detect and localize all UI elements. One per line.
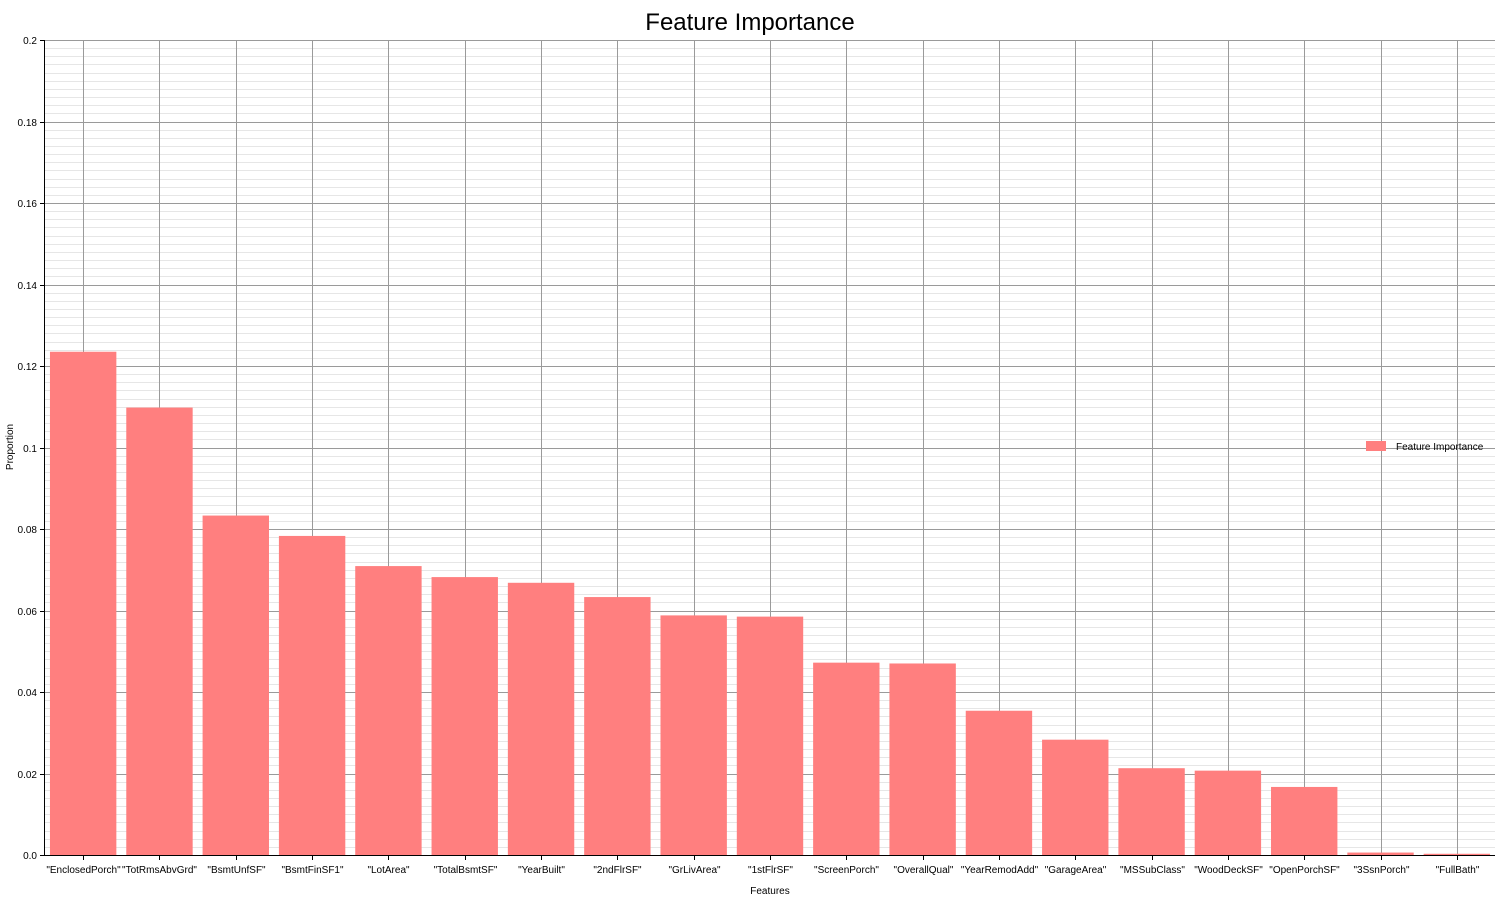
legend-swatch (1366, 441, 1386, 451)
bar (507, 582, 575, 855)
bar (1118, 768, 1185, 855)
bar (889, 663, 956, 855)
x-tick-label: "TotRmsAbvGrd" (122, 865, 197, 876)
y-tick-label: 0.12 (18, 362, 38, 373)
bar (965, 710, 1033, 855)
y-tick-label: 0.16 (18, 199, 38, 210)
y-ticks: 0.0 0.02 0.04 0.06 0.08 0.1 0.12 0.14 0.16 0.18 0.… (18, 36, 45, 862)
x-tick-label: "GrLivArea" (668, 865, 721, 876)
bar (355, 566, 422, 855)
x-axis-label: Features (750, 886, 789, 897)
bar (660, 615, 727, 855)
x-tick-label: "TotalBsmtSF" (434, 865, 498, 876)
x-tick-label: "OverallQual" (894, 865, 954, 876)
chart-title: Feature Importance (645, 9, 854, 36)
bar (1423, 853, 1491, 855)
bar (813, 662, 880, 855)
bars (49, 351, 1491, 855)
y-tick-label: 0.06 (18, 607, 38, 618)
y-axis-label: Proportion (5, 424, 16, 470)
x-tick-label: "YearBuilt" (518, 865, 565, 876)
legend: Feature Importance (1366, 441, 1484, 453)
y-tick-label: 0.14 (18, 281, 38, 292)
x-tick-label: "1stFlrSF" (748, 865, 793, 876)
bar (431, 577, 498, 855)
bar (202, 515, 269, 855)
x-tick-label: "MSSubClass" (1120, 865, 1185, 876)
bar (49, 351, 117, 855)
y-tick-label: 0.02 (18, 770, 38, 781)
bar (584, 597, 651, 855)
bar (278, 535, 346, 855)
bar (126, 407, 193, 855)
y-tick-label: 0.2 (23, 36, 37, 47)
bar (1042, 739, 1109, 855)
legend-label: Feature Importance (1396, 442, 1484, 453)
x-tick-label: "BsmtUnfSF" (207, 865, 266, 876)
x-tick-label: "FullBath" (1436, 865, 1480, 876)
x-tick-label: "ScreenPorch" (814, 865, 879, 876)
y-tick-label: 0.1 (23, 444, 37, 455)
bar (1194, 770, 1262, 855)
y-tick-label: 0.04 (18, 688, 38, 699)
bar (736, 616, 804, 855)
x-tick-label: "OpenPorchSF" (1269, 865, 1340, 876)
y-tick-label: 0.08 (18, 525, 38, 536)
x-tick-label: "2ndFlrSF" (593, 865, 642, 876)
x-tick-label: "EnclosedPorch" (46, 865, 121, 876)
y-tick-label: 0.18 (18, 118, 38, 129)
x-tick-label: "3SsnPorch" (1353, 865, 1409, 876)
x-ticks: "EnclosedPorch" "TotRmsAbvGrd" "BsmtUnfSF"… (46, 855, 1480, 876)
x-tick-label: "LotArea" (367, 865, 410, 876)
x-tick-label: "WoodDeckSF" (1194, 865, 1263, 876)
bar (1347, 852, 1414, 855)
x-tick-label: "GarageArea" (1045, 865, 1107, 876)
y-tick-label: 0.0 (23, 851, 37, 862)
axes (44, 40, 1495, 856)
bar (1271, 786, 1338, 855)
x-tick-label: "YearRemodAdd" (961, 865, 1039, 876)
x-tick-label: "BsmtFinSF1" (281, 865, 344, 876)
